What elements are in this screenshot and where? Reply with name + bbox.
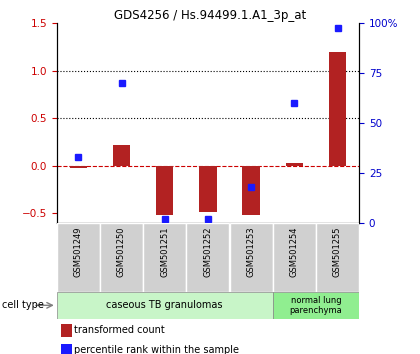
Bar	[316, 223, 359, 292]
Text: GSM501253: GSM501253	[247, 227, 256, 277]
Text: transformed count: transformed count	[74, 325, 165, 336]
Bar	[229, 223, 273, 292]
Text: GSM501250: GSM501250	[117, 227, 126, 277]
Bar	[70, 166, 87, 168]
Bar	[61, 344, 72, 354]
Bar	[329, 52, 346, 166]
Bar	[199, 166, 217, 212]
Bar	[186, 223, 229, 292]
Bar	[242, 166, 260, 215]
Bar	[273, 223, 316, 292]
Text: normal lung
parenchyma: normal lung parenchyma	[289, 296, 342, 315]
Text: percentile rank within the sample: percentile rank within the sample	[74, 345, 239, 354]
Text: cell type: cell type	[2, 300, 44, 310]
Bar	[113, 145, 130, 166]
Bar	[156, 166, 173, 215]
Bar	[143, 223, 186, 292]
Bar	[61, 324, 72, 337]
Text: GSM501252: GSM501252	[203, 227, 213, 277]
Text: GSM501254: GSM501254	[290, 227, 299, 277]
Bar	[273, 292, 359, 319]
Text: GSM501251: GSM501251	[160, 227, 169, 277]
Bar	[286, 163, 303, 166]
Bar	[57, 292, 273, 319]
Text: GSM501249: GSM501249	[74, 227, 83, 277]
Text: GSM501255: GSM501255	[333, 227, 342, 277]
Bar	[57, 223, 100, 292]
Bar	[100, 223, 143, 292]
Text: caseous TB granulomas: caseous TB granulomas	[106, 300, 223, 310]
Text: GDS4256 / Hs.94499.1.A1_3p_at: GDS4256 / Hs.94499.1.A1_3p_at	[114, 9, 306, 22]
